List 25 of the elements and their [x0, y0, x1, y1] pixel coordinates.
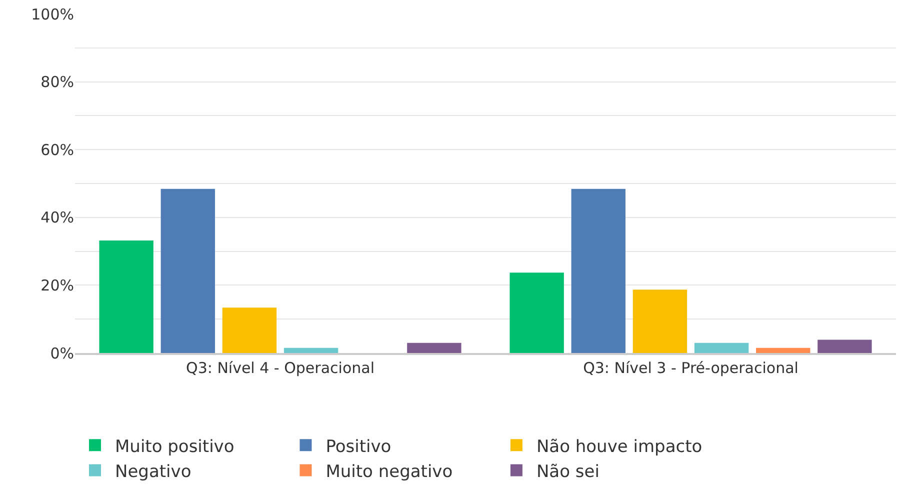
bar	[222, 308, 277, 353]
legend-label: Positivo	[326, 436, 392, 457]
bar	[756, 348, 810, 353]
y-tick-label: 0%	[50, 344, 74, 362]
bar	[632, 290, 688, 353]
bar	[284, 348, 338, 353]
bar	[99, 240, 154, 353]
bar	[407, 342, 462, 353]
legend-label: Muito positivo	[115, 436, 234, 457]
x-tick-label: Q3: Nível 3 - Pré-operacional	[583, 359, 798, 377]
x-tick-label: Q3: Nível 4 - Operacional	[186, 359, 374, 377]
bar	[510, 272, 564, 353]
y-tick-label: 20%	[40, 276, 74, 294]
legend-label: Não houve impacto	[536, 436, 702, 457]
bar	[571, 188, 626, 353]
bar	[160, 188, 215, 353]
y-tick-label: 40%	[40, 208, 74, 227]
legend-label: Não sei	[536, 462, 600, 482]
y-tick-label: 100%	[31, 5, 74, 24]
legend-label: Negativo	[115, 462, 192, 482]
bar	[818, 340, 872, 353]
y-tick-label: 60%	[40, 140, 74, 159]
bar	[694, 342, 749, 353]
legend-label: Muito negativo	[326, 462, 453, 482]
y-tick-label: 80%	[40, 73, 74, 92]
